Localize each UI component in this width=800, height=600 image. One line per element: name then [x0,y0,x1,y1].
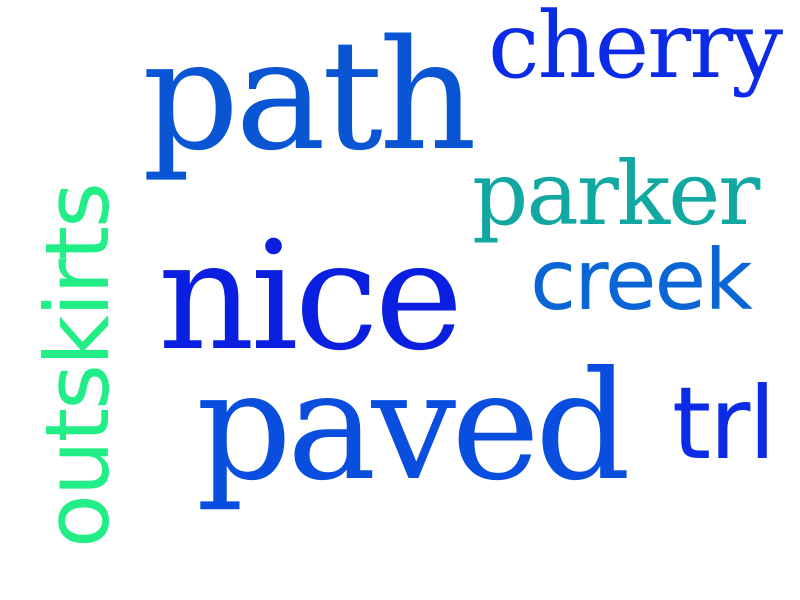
word-trl: trl [672,365,776,482]
word-parker: parker [472,142,760,245]
word-nice: nice [158,210,463,384]
word-outskirts: outskirts [26,184,129,548]
word-paved: paved [196,340,631,514]
word-path: path [142,7,477,184]
word-creek: creek [530,231,753,329]
word-cherry: cherry [488,0,783,99]
